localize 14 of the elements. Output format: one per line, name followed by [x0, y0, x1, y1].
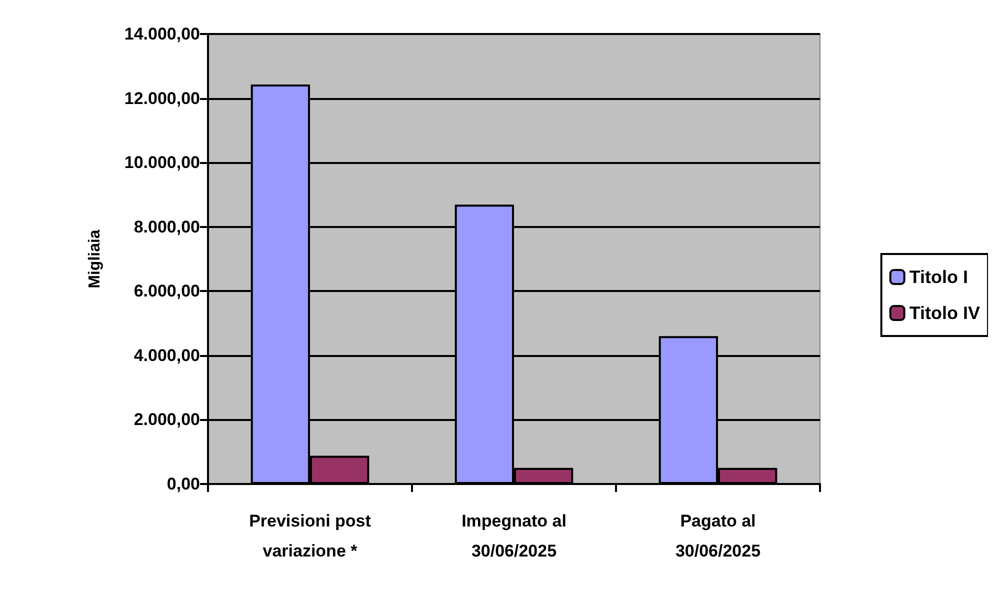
y-axis-title: Migliaia [86, 230, 104, 288]
y-tick-label: 0,00 [166, 474, 200, 494]
y-tick-label: 8.000,00 [134, 217, 200, 236]
y-tick-label: 4.000,00 [134, 346, 200, 365]
y-tick-label: 2.000,00 [134, 410, 200, 430]
y-tick-label: 6.000,00 [134, 282, 200, 301]
legend-label: Titolo IV [909, 303, 980, 323]
y-tick-label: 12.000,00 [124, 88, 200, 108]
x-tick-label: Previsioni post variazione * [249, 512, 372, 560]
legend-label: Titolo I [909, 267, 968, 287]
y-tick-label: 10.000,00 [124, 153, 200, 172]
x-tick-label: Pagato al 30/06/2025 [675, 512, 761, 560]
x-tick-label: Impegnato al 30/06/2025 [462, 512, 566, 560]
y-tick-label: 14.000,00 [124, 24, 200, 44]
